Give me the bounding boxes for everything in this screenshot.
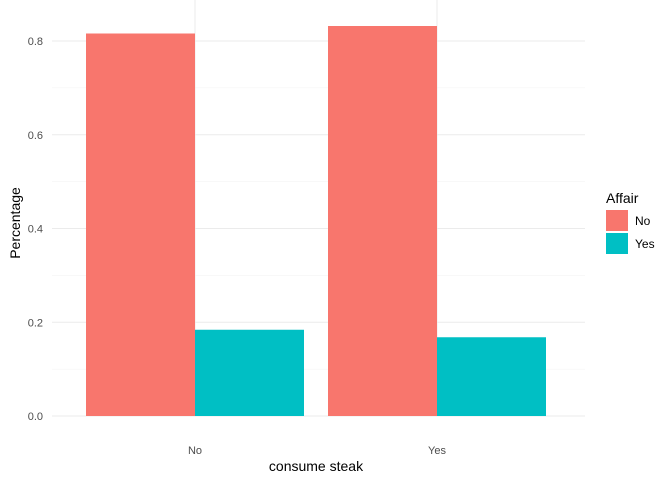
- legend-key-no: [606, 210, 628, 231]
- bar-no-yes: [195, 329, 304, 416]
- y-tick-label: 0.6: [28, 130, 43, 142]
- y-tick-label: 0.2: [28, 317, 43, 329]
- legend-title: Affair: [606, 190, 639, 206]
- x-axis-title: consume steak: [269, 458, 364, 474]
- bars: [86, 26, 546, 416]
- y-tick-label: 0.8: [28, 36, 43, 48]
- bar-yes-yes: [437, 337, 546, 416]
- x-axis-ticks: No Yes: [188, 445, 446, 457]
- x-tick-label: No: [188, 445, 202, 457]
- y-axis-title: Percentage: [7, 187, 23, 259]
- y-tick-label: 0.0: [28, 411, 43, 423]
- legend: Affair No Yes: [606, 190, 655, 254]
- bar-yes-no: [328, 26, 437, 416]
- legend-label-yes: Yes: [635, 237, 655, 251]
- x-tick-label: Yes: [428, 445, 446, 457]
- bar-no-no: [86, 33, 195, 416]
- y-axis-ticks: 0.0 0.2 0.4 0.6 0.8: [28, 36, 43, 423]
- legend-label-no: No: [635, 214, 651, 228]
- y-tick-label: 0.4: [28, 224, 43, 236]
- legend-key-yes: [606, 233, 628, 254]
